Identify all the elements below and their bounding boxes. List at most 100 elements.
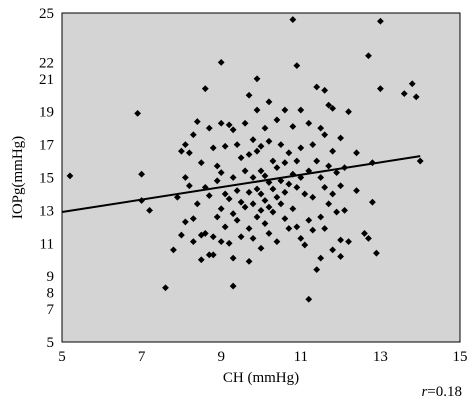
data-point [197,159,205,167]
x-axis-ticks: 5 7 9 11 13 15 [58,349,467,365]
y-tick-label: 17 [39,138,55,154]
data-point [281,215,289,223]
data-point [193,200,201,208]
data-point [321,183,329,191]
data-point [221,190,229,198]
data-point [297,106,305,114]
data-point [233,216,241,224]
data-point [217,58,225,66]
data-point [345,108,352,116]
data-point [265,230,273,237]
data-point [257,244,265,252]
data-point [377,85,384,93]
data-point [201,183,209,191]
data-point [273,238,281,246]
data-point [313,266,321,274]
data-point [325,162,333,170]
data-point [293,183,301,191]
data-point [261,197,269,204]
y-tick-label: 11 [40,236,54,252]
data-point [134,109,142,117]
y-tick-label: 8 [47,286,55,302]
data-point [365,52,372,60]
data-point [217,205,225,213]
data-point [209,251,217,259]
data-point [337,182,344,190]
data-point [412,93,420,101]
data-point [213,213,221,221]
y-tick-label: 21 [39,72,54,88]
data-point [174,193,181,201]
trend-line [61,155,421,214]
data-point [277,141,285,148]
data-point [257,190,265,198]
data-point [293,157,301,165]
data-point [305,119,313,127]
data-point [321,86,329,94]
data-point [253,147,261,155]
data-point [301,241,309,249]
data-point [170,246,177,254]
data-point [205,124,213,132]
data-point [217,169,225,176]
data-point [353,187,360,195]
data-point [185,149,193,157]
data-point [305,216,313,224]
data-point [273,193,281,201]
data-point [201,230,209,237]
data-point [261,124,269,132]
y-tick-label: 7 [47,302,55,318]
data-point [297,144,305,152]
data-point [225,239,233,247]
data-point [241,119,249,127]
data-point [333,208,341,216]
data-point [245,91,253,99]
data-point [289,123,297,130]
data-point [225,121,233,129]
data-point [193,118,201,125]
data-point [225,195,233,203]
data-point [217,238,225,246]
data-point [189,215,197,223]
data-point [269,185,277,193]
data-point [245,151,253,158]
data-point [249,234,257,242]
data-point [317,254,325,262]
data-point [229,282,237,290]
data-point [400,90,408,98]
data-point [337,134,344,142]
data-point [309,226,317,234]
data-point [321,131,329,139]
data-point [237,233,245,241]
data-point [257,207,265,214]
data-point [309,193,317,201]
x-axis-label: CH (mmHg) [223,370,299,386]
data-point [209,233,217,241]
data-point [305,295,313,303]
data-point [281,106,289,114]
data-point [257,167,265,175]
data-point [237,198,245,206]
data-point [221,142,229,150]
x-tick-label: 13 [373,349,388,365]
data-point [241,203,249,211]
data-point [181,141,189,148]
data-points [66,16,424,303]
data-point [229,174,237,181]
data-point [345,238,352,246]
data-point [293,223,301,231]
data-point [261,172,269,180]
data-point [178,147,185,155]
data-point [281,159,289,167]
data-point [329,147,337,155]
data-point [185,182,193,190]
data-point [245,225,253,232]
data-point [329,246,337,254]
data-point [253,185,261,193]
data-point [325,200,333,208]
data-point [253,213,261,221]
data-point [209,144,217,152]
data-point [353,149,360,157]
data-point [333,169,341,176]
